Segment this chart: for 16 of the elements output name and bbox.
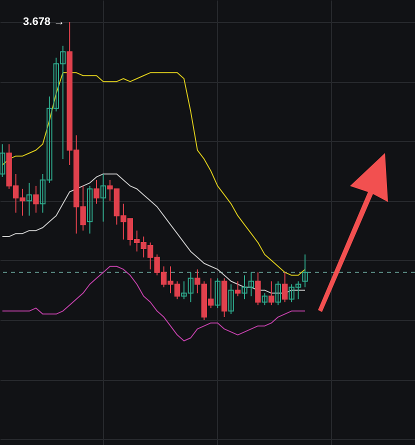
candlestick xyxy=(26,182,32,216)
candlestick xyxy=(255,272,261,306)
candlestick xyxy=(94,179,100,204)
candlestick xyxy=(302,254,308,288)
candlestick xyxy=(33,185,39,214)
candlestick xyxy=(234,280,241,297)
candlestick xyxy=(282,272,288,303)
candlestick xyxy=(275,280,281,306)
annotation: 3.678 → xyxy=(23,16,65,28)
candlestick xyxy=(100,173,106,222)
candlestick xyxy=(214,278,220,309)
candlestick xyxy=(268,280,274,306)
candlestick xyxy=(86,185,93,234)
candlestick xyxy=(0,144,6,178)
candlestick xyxy=(228,284,234,315)
candlestick xyxy=(262,292,268,306)
